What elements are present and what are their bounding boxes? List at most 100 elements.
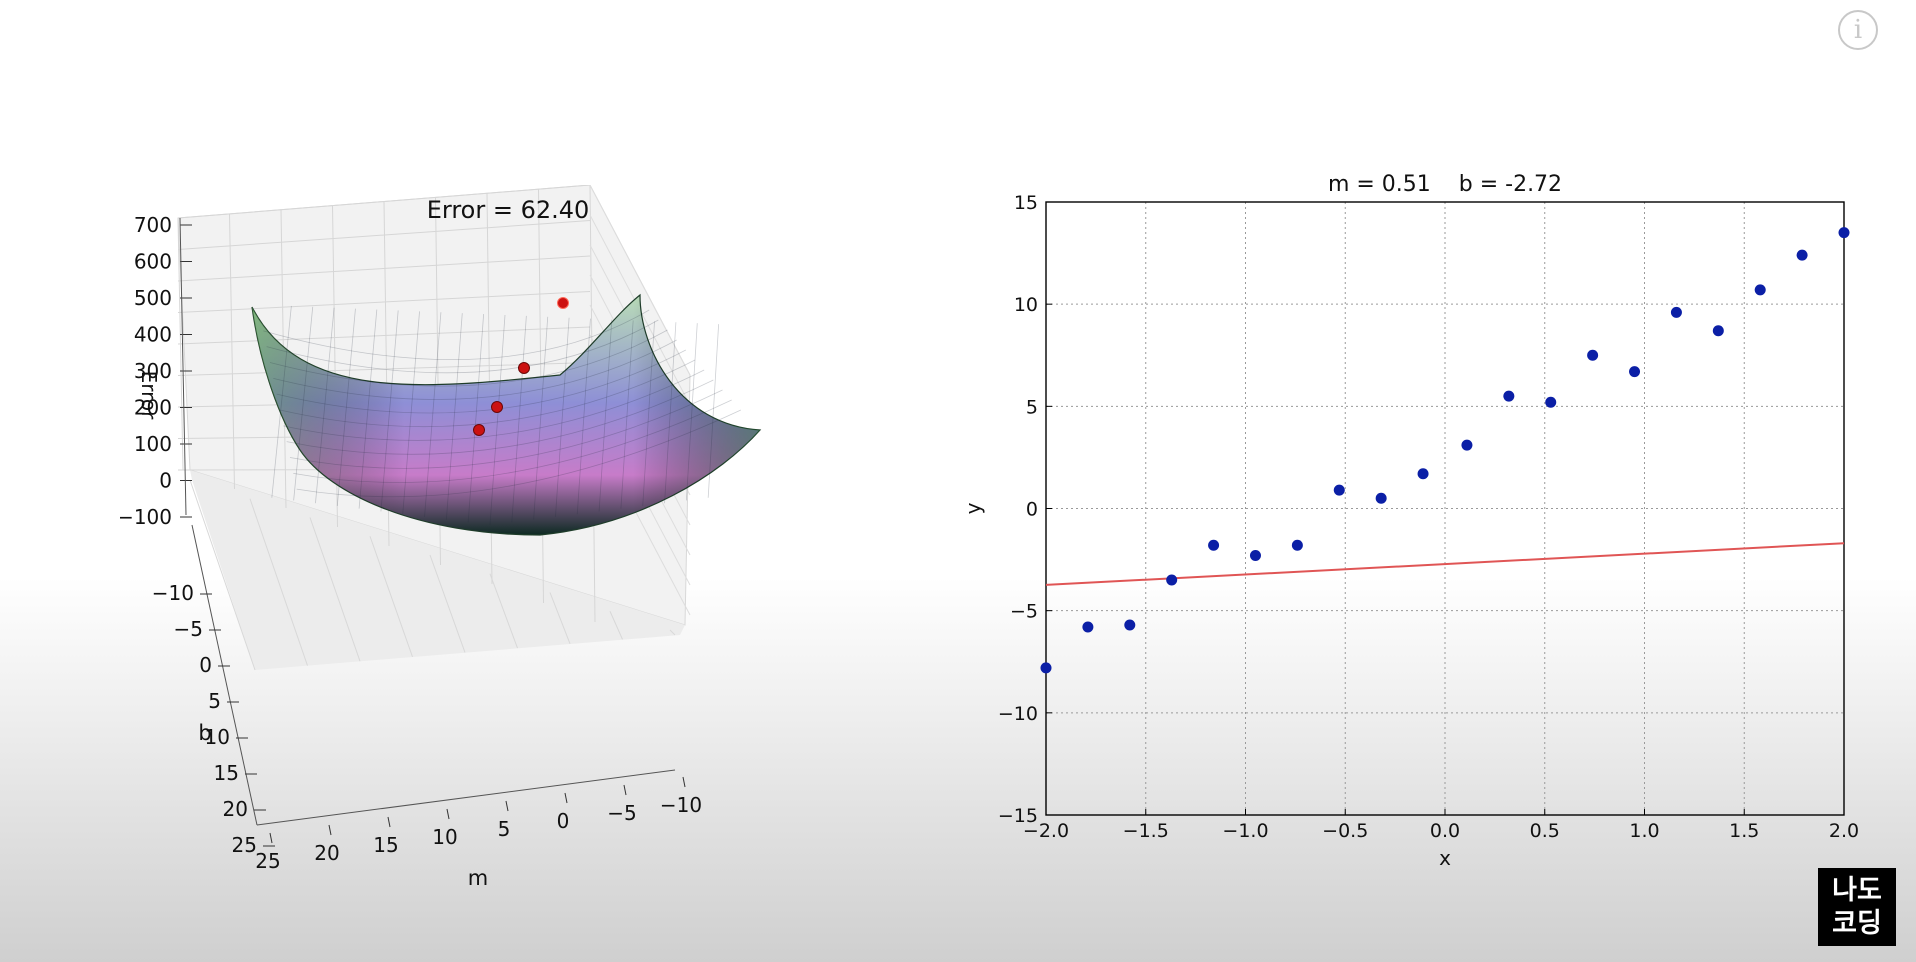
x-tick-label: 0.0 bbox=[1430, 820, 1460, 842]
descent-point bbox=[518, 362, 530, 374]
surface-mesh bbox=[707, 324, 720, 498]
b-tick-label: 0 bbox=[199, 653, 212, 677]
b-tick-label: 15 bbox=[214, 761, 239, 785]
back-grid-v bbox=[229, 213, 235, 490]
surface-mesh bbox=[263, 309, 650, 361]
m-tick-label: 20 bbox=[314, 841, 339, 865]
x-axis-label: x bbox=[1439, 846, 1451, 870]
z-axis-label: Error bbox=[137, 371, 161, 421]
y-tick-label: −5 bbox=[1010, 601, 1038, 623]
data-point bbox=[1670, 306, 1682, 318]
floor-grid bbox=[189, 479, 256, 671]
b-tick-label: −10 bbox=[152, 581, 194, 605]
data-point bbox=[1082, 621, 1094, 633]
x-tick-label: −1.5 bbox=[1123, 820, 1169, 842]
z-axis-line bbox=[179, 217, 187, 516]
data-point bbox=[1712, 325, 1724, 337]
y-axis-label: y bbox=[961, 502, 985, 514]
x-tick-label: 1.5 bbox=[1729, 820, 1759, 842]
z-tick-label: 300 bbox=[134, 359, 172, 383]
m-tick-mark bbox=[328, 824, 332, 836]
b-tick-label: 10 bbox=[205, 725, 230, 749]
back-grid-h bbox=[177, 220, 591, 250]
surface-mesh bbox=[576, 318, 591, 515]
x-tick-label: −1.0 bbox=[1222, 820, 1268, 842]
data-point bbox=[1587, 349, 1599, 361]
plot-frame bbox=[1045, 201, 1845, 816]
surface-mesh bbox=[283, 369, 705, 441]
m-tick-mark bbox=[505, 800, 509, 812]
surface-mesh bbox=[273, 339, 677, 400]
surface-mesh bbox=[664, 322, 677, 504]
floor-grid bbox=[309, 517, 361, 662]
x-tick-label: −0.5 bbox=[1322, 820, 1368, 842]
m-tick-label: 25 bbox=[255, 849, 280, 873]
y-tick-label: −10 bbox=[998, 703, 1038, 725]
data-point bbox=[1838, 227, 1850, 239]
m-tick-label: 10 bbox=[432, 825, 457, 849]
m-axis-line bbox=[256, 769, 676, 826]
side-grid bbox=[589, 184, 691, 376]
x-tick-label: 2.0 bbox=[1829, 820, 1859, 842]
chart-title: m = 0.51 b = -2.72 bbox=[1328, 172, 1562, 197]
floor-grid bbox=[369, 536, 413, 658]
x-tick-label: 1.0 bbox=[1629, 820, 1659, 842]
surface-mesh bbox=[380, 310, 399, 512]
logo-line-1: 나도 bbox=[1832, 875, 1882, 906]
data-point bbox=[1166, 574, 1178, 586]
b-tick-label: −5 bbox=[174, 617, 203, 641]
data-point bbox=[1249, 549, 1261, 561]
channel-logo: 나도 코딩 bbox=[1818, 868, 1896, 946]
m-tick-mark bbox=[269, 832, 273, 844]
surface-mesh bbox=[293, 399, 732, 483]
back-grid-h bbox=[177, 255, 591, 282]
descent-point bbox=[491, 401, 503, 413]
surface-mesh bbox=[336, 308, 356, 506]
data-point bbox=[1375, 492, 1387, 504]
m-tick-mark bbox=[387, 816, 391, 828]
floor-grid bbox=[549, 592, 571, 644]
surface-mesh bbox=[358, 309, 378, 509]
surface-mesh bbox=[445, 313, 463, 520]
z-tick-label: 0 bbox=[159, 469, 172, 493]
surface-mesh bbox=[276, 349, 687, 414]
back-grid-h bbox=[177, 184, 591, 219]
data-point bbox=[1040, 662, 1052, 674]
b-axis-line bbox=[191, 524, 258, 826]
back-grid-h bbox=[177, 326, 591, 345]
regression-line-svg: −2.0 −1.5 −1.0 −0.5 0.0 0.5 1.0 1.5 2.0 −15 −10 −5 0… bbox=[961, 172, 1859, 870]
surface-mesh bbox=[685, 323, 698, 501]
descent-point bbox=[473, 424, 485, 436]
data-point bbox=[1461, 439, 1473, 451]
y-tick-label: 0 bbox=[1026, 499, 1038, 521]
surface-mesh bbox=[642, 321, 655, 506]
z-tick-label: 200 bbox=[134, 396, 172, 420]
surface-mesh bbox=[289, 389, 723, 469]
error-surface-chart: 700 600 500 400 300 200 100 0 −100 Error −10 −5 0 5 10… bbox=[117, 184, 880, 895]
b-axis-label: b bbox=[198, 721, 211, 745]
m-tick-label: 5 bbox=[498, 817, 511, 841]
floor-grid bbox=[429, 554, 466, 653]
error-surface-svg: 7006005004003002001000−100Error−10−50510… bbox=[117, 184, 762, 890]
b-tick-label: 5 bbox=[208, 689, 221, 713]
regression-line-chart: −2.0 −1.5 −1.0 −0.5 0.0 0.5 1.0 1.5 2.0 −15 −10 −5 0… bbox=[950, 160, 1870, 900]
data-point bbox=[1333, 484, 1345, 496]
b-tick-label: 25 bbox=[232, 833, 257, 857]
b-tick-label: 20 bbox=[223, 797, 248, 821]
data-point bbox=[1208, 539, 1220, 551]
surface-mesh bbox=[269, 329, 668, 387]
floor-grid bbox=[489, 573, 518, 649]
x-tick-label: 0.5 bbox=[1530, 820, 1560, 842]
error-surface-shade bbox=[252, 295, 760, 535]
y-tick-label: 15 bbox=[1014, 192, 1038, 214]
data-point bbox=[1124, 619, 1136, 631]
back-grid-h bbox=[177, 291, 591, 313]
z-tick-label: −100 bbox=[120, 505, 172, 529]
y-tick-label: −15 bbox=[998, 805, 1038, 827]
fit-line bbox=[1045, 542, 1845, 586]
surface-mesh bbox=[402, 311, 420, 515]
floor-grid bbox=[609, 611, 623, 640]
m-tick-mark bbox=[623, 784, 627, 796]
z-tick-label: 700 bbox=[134, 213, 172, 237]
info-icon[interactable]: i bbox=[1838, 10, 1878, 50]
